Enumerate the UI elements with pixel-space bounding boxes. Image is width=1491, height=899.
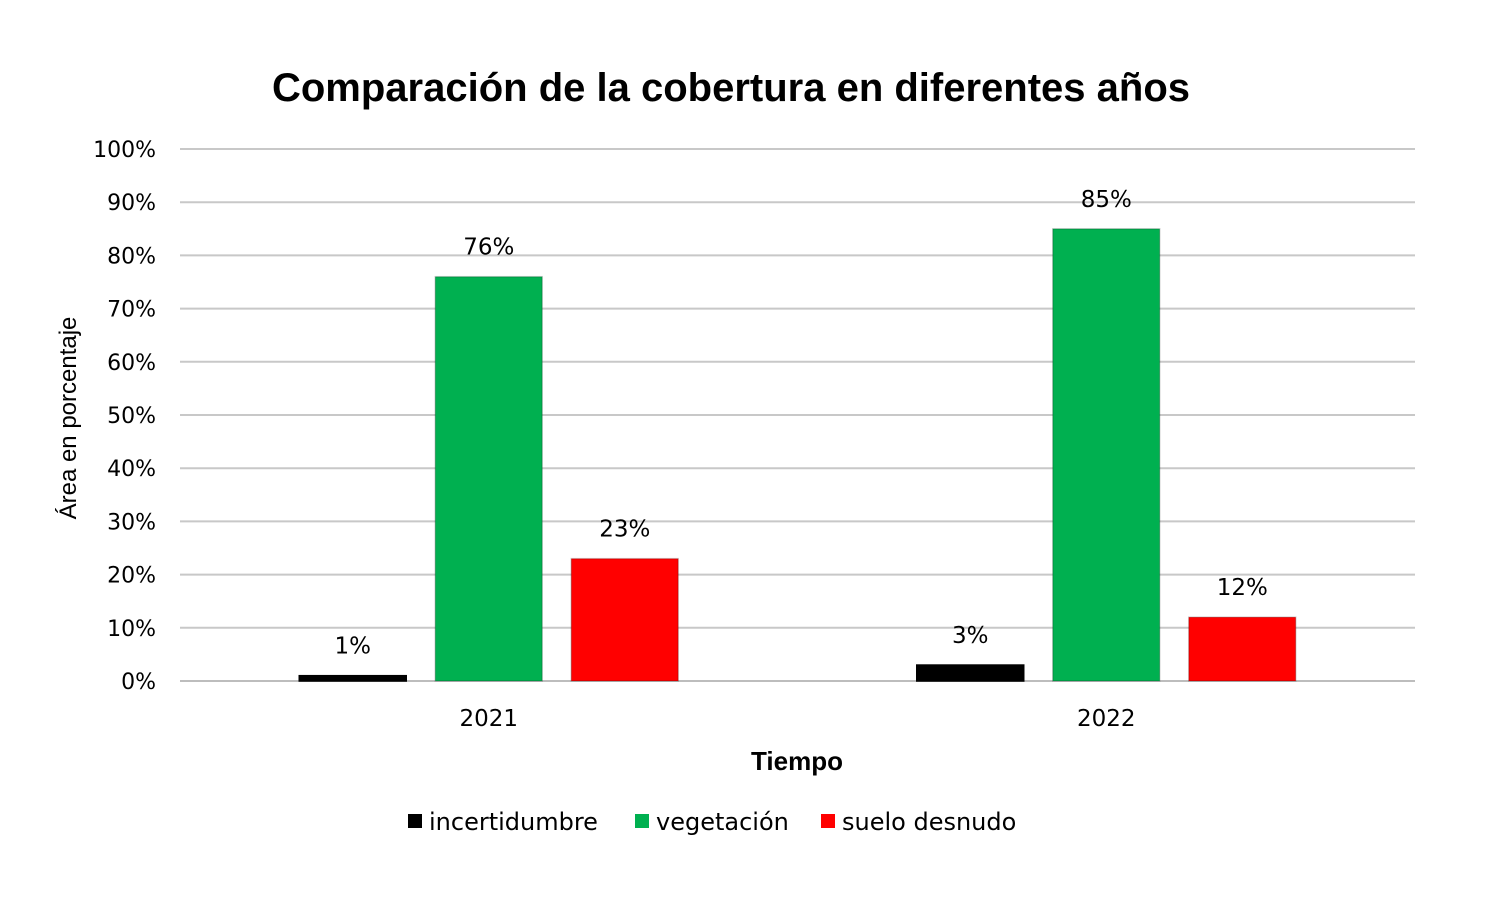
gridlines <box>180 148 1415 682</box>
legend-swatch <box>821 814 835 828</box>
legend-label: incertidumbre <box>429 808 598 836</box>
bar-incertidumbre-2021 <box>298 674 407 682</box>
y-tick-label: 90% <box>107 191 156 216</box>
legend-swatch <box>408 814 422 828</box>
y-tick-label: 30% <box>107 510 156 535</box>
y-axis-title: Área en porcentaje <box>55 317 82 520</box>
y-tick-label: 70% <box>107 298 156 323</box>
x-category-label: 2021 <box>459 706 518 732</box>
x-category-label: 2022 <box>1077 706 1136 732</box>
bar-vegetación-2022 <box>1052 228 1161 682</box>
data-label: 12% <box>1217 575 1268 601</box>
chart-title: Comparación de la cobertura en diferente… <box>272 66 1190 110</box>
bar-vegetación-2021 <box>434 275 543 682</box>
data-label: 1% <box>335 634 372 660</box>
y-tick-label: 40% <box>107 457 156 482</box>
bars <box>298 228 1297 682</box>
bar-suelo-desnudo-2021 <box>570 557 679 682</box>
y-tick-label: 0% <box>121 670 156 695</box>
legend-label: suelo desnudo <box>842 808 1016 836</box>
y-axis-ticks: 0% 10% 20% 30% 40% 50% 60% 70% 80% 90% 100% <box>93 138 156 695</box>
data-label: 85% <box>1081 187 1132 213</box>
y-tick-label: 50% <box>107 404 156 429</box>
data-label: 23% <box>599 517 650 543</box>
bar-suelo-desnudo-2022 <box>1188 616 1297 682</box>
bar-incertidumbre-2022 <box>916 664 1025 682</box>
data-label: 76% <box>463 235 514 261</box>
legend-swatch <box>635 814 649 828</box>
y-tick-label: 60% <box>107 351 156 376</box>
legend: incertidumbre vegetación suelo desnudo <box>408 808 1016 836</box>
y-tick-label: 100% <box>93 138 156 163</box>
x-axis-title: Tiempo <box>751 746 843 776</box>
legend-label: vegetación <box>656 808 789 836</box>
x-axis-categories: 2021 2022 <box>459 706 1135 732</box>
data-label: 3% <box>952 623 989 649</box>
y-tick-label: 10% <box>107 617 156 642</box>
y-tick-label: 80% <box>107 244 156 269</box>
y-tick-label: 20% <box>107 564 156 589</box>
data-labels: 1% 76% 23% 3% 85% 12% <box>335 187 1268 660</box>
